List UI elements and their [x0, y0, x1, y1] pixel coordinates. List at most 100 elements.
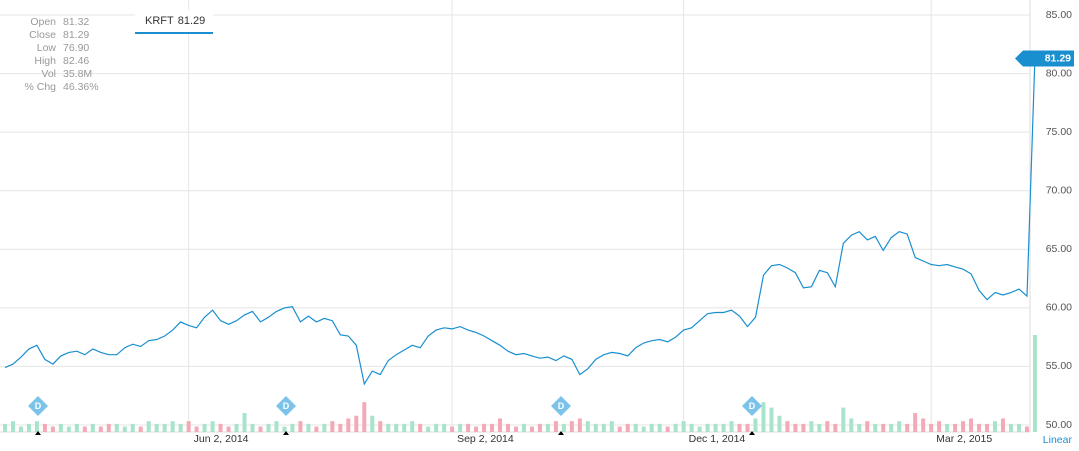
- volume-bar: [601, 423, 606, 432]
- volume-bar: [921, 418, 926, 432]
- volume-bar: [513, 426, 518, 432]
- volume-bar: [146, 421, 151, 432]
- volume-bar: [745, 423, 750, 432]
- price-line: [4, 58, 1036, 386]
- quote-value: 81.32: [63, 16, 89, 28]
- quote-label: % Chg: [24, 81, 56, 93]
- dividend-label: D: [749, 401, 756, 411]
- volume-bar: [170, 421, 175, 432]
- volume-bar: [817, 423, 822, 432]
- volume-bar: [58, 423, 63, 432]
- volume-bar: [849, 418, 854, 432]
- y-tick-label: 65.00: [1046, 243, 1072, 255]
- volume-bar: [274, 421, 279, 432]
- volume-bar: [705, 423, 710, 432]
- volume-bar: [649, 423, 654, 432]
- volume-bar: [138, 426, 143, 432]
- volume-bar: [42, 423, 47, 432]
- plot: [0, 0, 1037, 435]
- volume-bar: [873, 423, 878, 432]
- volume-bar: [370, 415, 375, 432]
- volume-bar: [553, 421, 558, 432]
- volume-bar: [801, 423, 806, 432]
- volume-bar: [825, 421, 830, 432]
- volume-bar: [466, 423, 471, 432]
- legend-box: [135, 10, 213, 34]
- volume-bar: [673, 423, 678, 432]
- volume-bar: [258, 426, 263, 432]
- quote-value: 82.46: [63, 55, 89, 67]
- volume-bar: [346, 418, 351, 432]
- quote-label: High: [34, 55, 56, 67]
- dividend-tick: [558, 431, 564, 435]
- volume-bar: [3, 423, 7, 432]
- volume-bar: [130, 423, 135, 432]
- dividend-marker: [742, 396, 762, 416]
- volume-bar: [897, 421, 902, 432]
- quote-value: 46.36%: [63, 81, 99, 93]
- volume-bar: [282, 426, 287, 432]
- volume-bar: [242, 413, 247, 432]
- y-tick-label: 50.00: [1046, 419, 1072, 431]
- volume-bar: [266, 423, 271, 432]
- volume-bar: [753, 418, 758, 432]
- volume-bar: [657, 423, 662, 432]
- quote-value: 76.90: [63, 42, 89, 54]
- volume-bar: [426, 426, 431, 432]
- volume-bar: [202, 423, 207, 432]
- volume-bar: [521, 423, 526, 432]
- volume-bar: [561, 423, 566, 432]
- quote-value: 35.8M: [63, 68, 92, 80]
- volume-bar: [106, 423, 111, 432]
- y-tick-label: 55.00: [1046, 360, 1072, 372]
- volume-bar: [498, 418, 503, 432]
- volume-bar: [218, 423, 223, 432]
- volume-bar: [1008, 423, 1013, 432]
- y-tick-label: 70.00: [1046, 184, 1072, 196]
- volume-bar: [82, 426, 87, 432]
- volume-bar: [490, 423, 495, 432]
- volume-bar: [881, 423, 886, 432]
- volume-bar: [865, 421, 870, 432]
- volume-bar: [194, 426, 199, 432]
- scale-label[interactable]: Linear: [1043, 434, 1073, 446]
- volume-bar: [737, 423, 742, 432]
- volume-bar: [569, 421, 574, 432]
- volume-bar: [665, 426, 670, 432]
- volume-bar: [250, 423, 255, 432]
- volume-bar: [729, 421, 734, 432]
- dividend-marker: [28, 396, 48, 416]
- volume-bar: [26, 423, 31, 432]
- dividend-label: D: [283, 401, 290, 411]
- volume-bar: [1024, 426, 1029, 432]
- legend-name: KRFT: [145, 15, 174, 27]
- x-tick-label: Mar 2, 2015: [936, 433, 992, 445]
- volume-bar: [234, 423, 239, 432]
- volume-bar: [362, 402, 367, 432]
- legend-value: 81.29: [178, 15, 206, 27]
- volume-bar: [314, 426, 319, 432]
- volume-bar: [713, 423, 718, 432]
- volume-bar: [953, 423, 958, 432]
- volume-bar: [74, 423, 79, 432]
- volume-bar: [625, 423, 630, 432]
- volume-bar: [1016, 423, 1021, 432]
- volume-bar: [721, 423, 726, 432]
- volume-bar: [50, 426, 55, 432]
- volume-bar: [585, 421, 590, 432]
- volume-bar: [226, 426, 231, 432]
- volume-bar: [210, 421, 215, 432]
- y-tick-label: 60.00: [1046, 302, 1072, 314]
- volume-bar: [338, 423, 343, 432]
- volume-bar: [458, 423, 463, 432]
- volume-bar: [913, 413, 918, 432]
- quote-label: Close: [29, 29, 56, 41]
- volume-bar: [529, 426, 534, 432]
- dividend-tick: [35, 431, 41, 435]
- volume-bar: [450, 426, 455, 432]
- volume-bar: [402, 423, 407, 432]
- volume-bar: [793, 423, 798, 432]
- volume-bar: [633, 423, 638, 432]
